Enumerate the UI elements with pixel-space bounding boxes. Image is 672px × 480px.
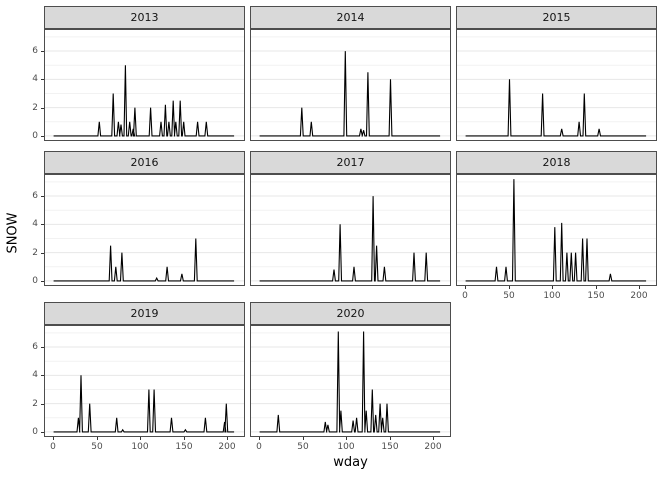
y-axis-title: SNOW: [5, 212, 21, 254]
x-tick-mark: [346, 437, 347, 440]
facet-strip-2016: 2016: [44, 151, 245, 174]
snow-line-2017: [259, 196, 441, 282]
x-tick-label: 100: [131, 442, 149, 452]
snow-line-2019: [53, 375, 235, 433]
x-tick-label: 50: [297, 442, 309, 452]
x-tick-mark: [639, 286, 640, 289]
snow-line-2015: [465, 79, 647, 137]
y-tick-mark: [41, 51, 44, 52]
y-tick-mark: [41, 108, 44, 109]
snow-line-2014: [259, 51, 441, 137]
panel-border: [44, 325, 245, 437]
snow-line-2020: [259, 331, 441, 433]
facet-strip-label: 2019: [130, 307, 159, 320]
x-tick-mark: [97, 437, 98, 440]
facet-panel-2017: [250, 174, 451, 286]
x-tick-label: 200: [630, 291, 648, 301]
x-tick-label: 50: [503, 291, 515, 301]
y-tick-label: 6: [32, 191, 38, 201]
y-tick-mark: [41, 347, 44, 348]
x-tick-label: 0: [256, 442, 262, 452]
facet-panel-2014: [250, 29, 451, 141]
y-tick-mark: [41, 196, 44, 197]
y-tick-label: 4: [32, 74, 38, 84]
x-tick-label: 0: [462, 291, 468, 301]
panel-border: [250, 29, 451, 141]
panel-border: [456, 29, 657, 141]
y-tick-label: 0: [32, 427, 38, 437]
x-tick-mark: [596, 286, 597, 289]
x-tick-label: 150: [381, 442, 399, 452]
panel-border: [44, 29, 245, 141]
x-tick-mark: [465, 286, 466, 289]
y-tick-mark: [41, 281, 44, 282]
facet-strip-2015: 2015: [456, 6, 657, 29]
x-tick-mark: [552, 286, 553, 289]
x-tick-label: 200: [424, 442, 442, 452]
x-tick-label: 100: [337, 442, 355, 452]
y-tick-label: 0: [32, 131, 38, 141]
snow-line-2016: [53, 238, 235, 282]
y-tick-mark: [41, 432, 44, 433]
x-tick-mark: [303, 437, 304, 440]
x-tick-label: 100: [543, 291, 561, 301]
facet-strip-label: 2015: [542, 11, 571, 24]
x-tick-mark: [259, 437, 260, 440]
x-tick-mark: [140, 437, 141, 440]
panel-border: [456, 174, 657, 286]
facet-panel-2020: [250, 325, 451, 437]
y-tick-mark: [41, 375, 44, 376]
x-tick-label: 200: [218, 442, 236, 452]
x-axis-title: wday: [333, 455, 368, 470]
facet-strip-label: 2013: [130, 11, 159, 24]
facet-strip-2014: 2014: [250, 6, 451, 29]
facet-panel-2019: [44, 325, 245, 437]
facet-strip-2017: 2017: [250, 151, 451, 174]
facet-panel-2013: [44, 29, 245, 141]
x-tick-mark: [390, 437, 391, 440]
y-tick-label: 2: [32, 248, 38, 258]
panel-border: [250, 325, 451, 437]
x-tick-label: 150: [175, 442, 193, 452]
facet-strip-2018: 2018: [456, 151, 657, 174]
x-tick-mark: [227, 437, 228, 440]
y-tick-mark: [41, 224, 44, 225]
facet-strip-2013: 2013: [44, 6, 245, 29]
facet-panel-2015: [456, 29, 657, 141]
y-tick-label: 0: [32, 276, 38, 286]
y-tick-label: 4: [32, 370, 38, 380]
facet-strip-2020: 2020: [250, 302, 451, 325]
y-tick-mark: [41, 253, 44, 254]
x-tick-label: 0: [50, 442, 56, 452]
y-tick-label: 6: [32, 342, 38, 352]
y-tick-mark: [41, 404, 44, 405]
x-tick-label: 50: [91, 442, 103, 452]
facet-panel-2016: [44, 174, 245, 286]
facet-strip-label: 2020: [336, 307, 365, 320]
y-tick-mark: [41, 136, 44, 137]
y-tick-label: 6: [32, 46, 38, 56]
facet-strip-2019: 2019: [44, 302, 245, 325]
y-tick-label: 2: [32, 399, 38, 409]
x-tick-label: 150: [587, 291, 605, 301]
snow-line-2018: [465, 179, 647, 282]
facet-strip-label: 2014: [336, 11, 365, 24]
y-tick-mark: [41, 79, 44, 80]
panel-border: [44, 174, 245, 286]
facet-strip-label: 2016: [130, 156, 159, 169]
y-tick-label: 4: [32, 219, 38, 229]
x-tick-mark: [53, 437, 54, 440]
facet-strip-label: 2018: [542, 156, 571, 169]
x-tick-mark: [433, 437, 434, 440]
x-tick-mark: [509, 286, 510, 289]
snow-line-2013: [53, 65, 235, 137]
facet-strip-label: 2017: [336, 156, 365, 169]
panel-border: [250, 174, 451, 286]
facet-panel-2018: [456, 174, 657, 286]
x-tick-mark: [184, 437, 185, 440]
y-tick-label: 2: [32, 103, 38, 113]
